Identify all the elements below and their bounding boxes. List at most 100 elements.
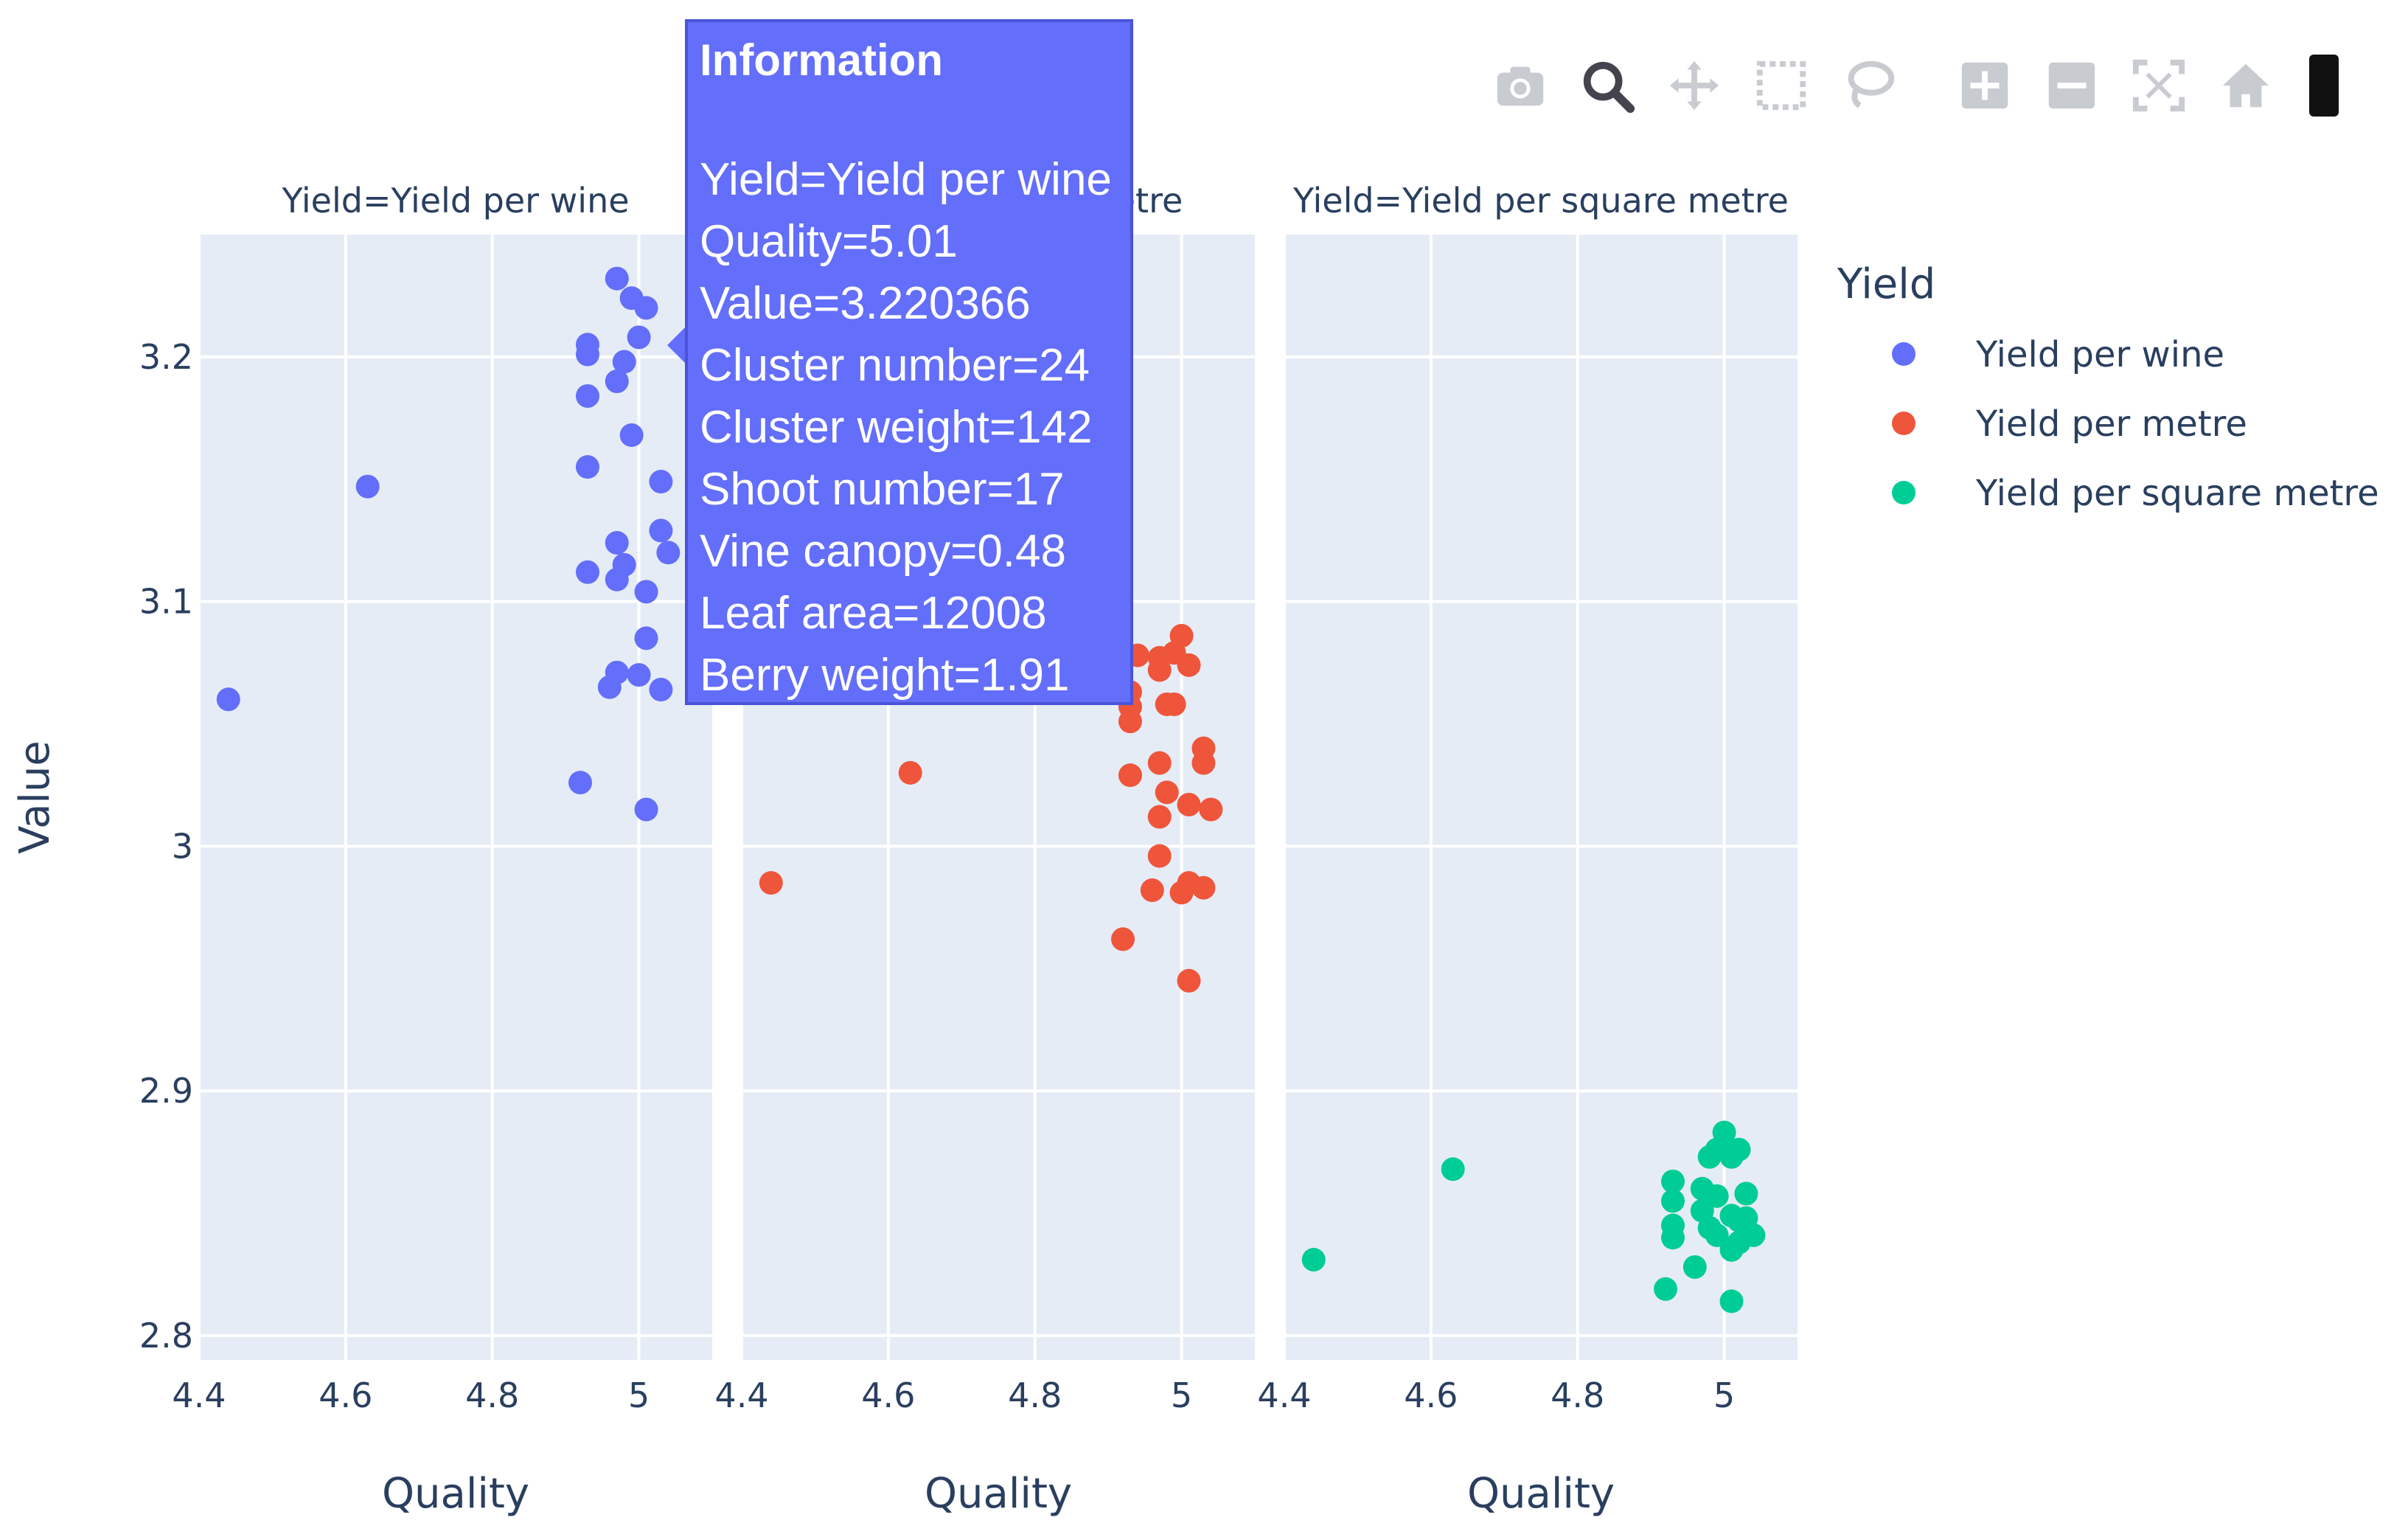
autoscale-icon[interactable]: [2128, 56, 2190, 115]
tooltip-line: Vine canopy=0.48: [700, 526, 1066, 577]
data-point[interactable]: [612, 552, 636, 577]
data-point[interactable]: [1719, 1289, 1744, 1314]
zoom-out-icon[interactable]: [2041, 56, 2103, 115]
plotly-logo[interactable]: [2309, 55, 2339, 117]
y-tick-label: 2.8: [139, 1316, 193, 1356]
data-point[interactable]: [619, 423, 644, 448]
legend-item-label[interactable]: Yield per wine: [1975, 334, 2224, 375]
data-point[interactable]: [605, 660, 629, 684]
tooltip-line: Cluster weight=142: [700, 402, 1093, 453]
x-axis-title: Quality: [1467, 1470, 1615, 1518]
data-point[interactable]: [898, 760, 922, 785]
data-point[interactable]: [1169, 624, 1194, 648]
lasso-select-icon[interactable]: [1837, 56, 1899, 115]
data-point[interactable]: [1660, 1169, 1685, 1193]
data-point[interactable]: [1177, 968, 1201, 993]
reset-axes-icon[interactable]: [2215, 56, 2277, 115]
data-point[interactable]: [1734, 1182, 1758, 1206]
data-point[interactable]: [1140, 878, 1164, 903]
x-axis-title: Quality: [382, 1470, 529, 1518]
tooltip-line: Cluster number=24: [700, 340, 1090, 391]
data-point[interactable]: [1147, 805, 1172, 829]
data-point[interactable]: [649, 470, 673, 494]
data-point[interactable]: [1147, 751, 1172, 775]
data-point[interactable]: [634, 580, 658, 604]
y-tick-label: 3.2: [139, 337, 193, 377]
facet-panel[interactable]: [1284, 235, 1798, 1360]
data-point[interactable]: [1147, 844, 1172, 868]
box-select-icon[interactable]: [1750, 56, 1812, 115]
data-point[interactable]: [649, 518, 673, 543]
y-tick-label: 2.9: [139, 1071, 193, 1111]
facet-title: Yield=Yield per square metre: [1292, 181, 1789, 221]
data-point[interactable]: [612, 350, 636, 374]
data-point[interactable]: [575, 455, 599, 479]
data-point[interactable]: [605, 369, 629, 394]
x-tick-label: 4.8: [1008, 1375, 1062, 1415]
data-point[interactable]: [1191, 875, 1216, 900]
legend-marker[interactable]: [1892, 412, 1915, 435]
data-point[interactable]: [634, 626, 658, 650]
hover-tooltip: Information Yield=Yield per wine Quality…: [685, 19, 1133, 705]
data-point[interactable]: [1111, 927, 1135, 951]
pan-icon[interactable]: [1663, 56, 1725, 115]
facet-title: Yield=Yield per wine: [281, 181, 629, 221]
data-point[interactable]: [1660, 1226, 1685, 1250]
data-point[interactable]: [1705, 1184, 1729, 1208]
data-point[interactable]: [575, 342, 599, 367]
y-axis-title: Value: [11, 740, 59, 854]
tooltip-line: Yield=Yield per wine: [700, 154, 1112, 205]
legend-item-label[interactable]: Yield per metre: [1975, 403, 2247, 445]
facet-panel[interactable]: [199, 235, 712, 1360]
data-point[interactable]: [1118, 763, 1142, 788]
tooltip-title: Information: [700, 35, 943, 85]
tooltip-line: Value=3.220366: [700, 278, 1031, 329]
data-point[interactable]: [634, 296, 658, 320]
tooltip-line: Quality=5.01: [700, 216, 958, 267]
data-point[interactable]: [355, 474, 380, 499]
data-point[interactable]: [1741, 1223, 1766, 1247]
data-point[interactable]: [1155, 780, 1179, 805]
tooltip-line: Leaf area=12008: [700, 588, 1047, 639]
x-tick-label: 5: [1713, 1375, 1735, 1415]
tooltip-pointer: [667, 325, 688, 366]
x-tick-label: 4.4: [714, 1375, 768, 1415]
data-point[interactable]: [1177, 653, 1201, 677]
data-point[interactable]: [759, 871, 783, 895]
zoom-in-icon[interactable]: [1954, 56, 2016, 115]
data-point[interactable]: [656, 541, 681, 565]
data-point[interactable]: [627, 663, 651, 687]
data-point[interactable]: [216, 687, 240, 712]
data-point[interactable]: [1199, 797, 1223, 822]
data-point[interactable]: [1441, 1157, 1465, 1182]
data-point[interactable]: [1177, 792, 1201, 816]
zoom-icon[interactable]: [1576, 56, 1638, 115]
data-point[interactable]: [627, 325, 651, 350]
tooltip-line: Shoot number=17: [700, 464, 1065, 515]
x-tick-label: 5: [628, 1375, 650, 1415]
data-point[interactable]: [1705, 1223, 1729, 1247]
data-point[interactable]: [1301, 1247, 1326, 1271]
legend-item-label[interactable]: Yield per square metre: [1975, 473, 2379, 514]
data-point[interactable]: [575, 384, 599, 408]
camera-icon[interactable]: [1489, 56, 1551, 115]
data-point[interactable]: [1654, 1277, 1678, 1301]
legend-marker[interactable]: [1892, 342, 1915, 366]
x-tick-label: 4.6: [319, 1375, 372, 1415]
modebar: [1489, 55, 2339, 117]
x-axis-title: Quality: [925, 1470, 1072, 1518]
data-point[interactable]: [634, 797, 658, 822]
data-point[interactable]: [575, 560, 599, 584]
data-point[interactable]: [1162, 692, 1186, 716]
y-tick-label: 3.1: [139, 582, 193, 622]
data-point[interactable]: [649, 678, 673, 702]
data-point[interactable]: [1727, 1137, 1751, 1162]
data-point[interactable]: [1683, 1255, 1707, 1279]
legend-marker[interactable]: [1892, 481, 1915, 504]
data-point[interactable]: [1660, 1189, 1685, 1213]
data-point[interactable]: [605, 530, 629, 555]
data-point[interactable]: [605, 266, 629, 291]
data-point[interactable]: [568, 771, 593, 795]
data-point[interactable]: [1191, 751, 1216, 775]
